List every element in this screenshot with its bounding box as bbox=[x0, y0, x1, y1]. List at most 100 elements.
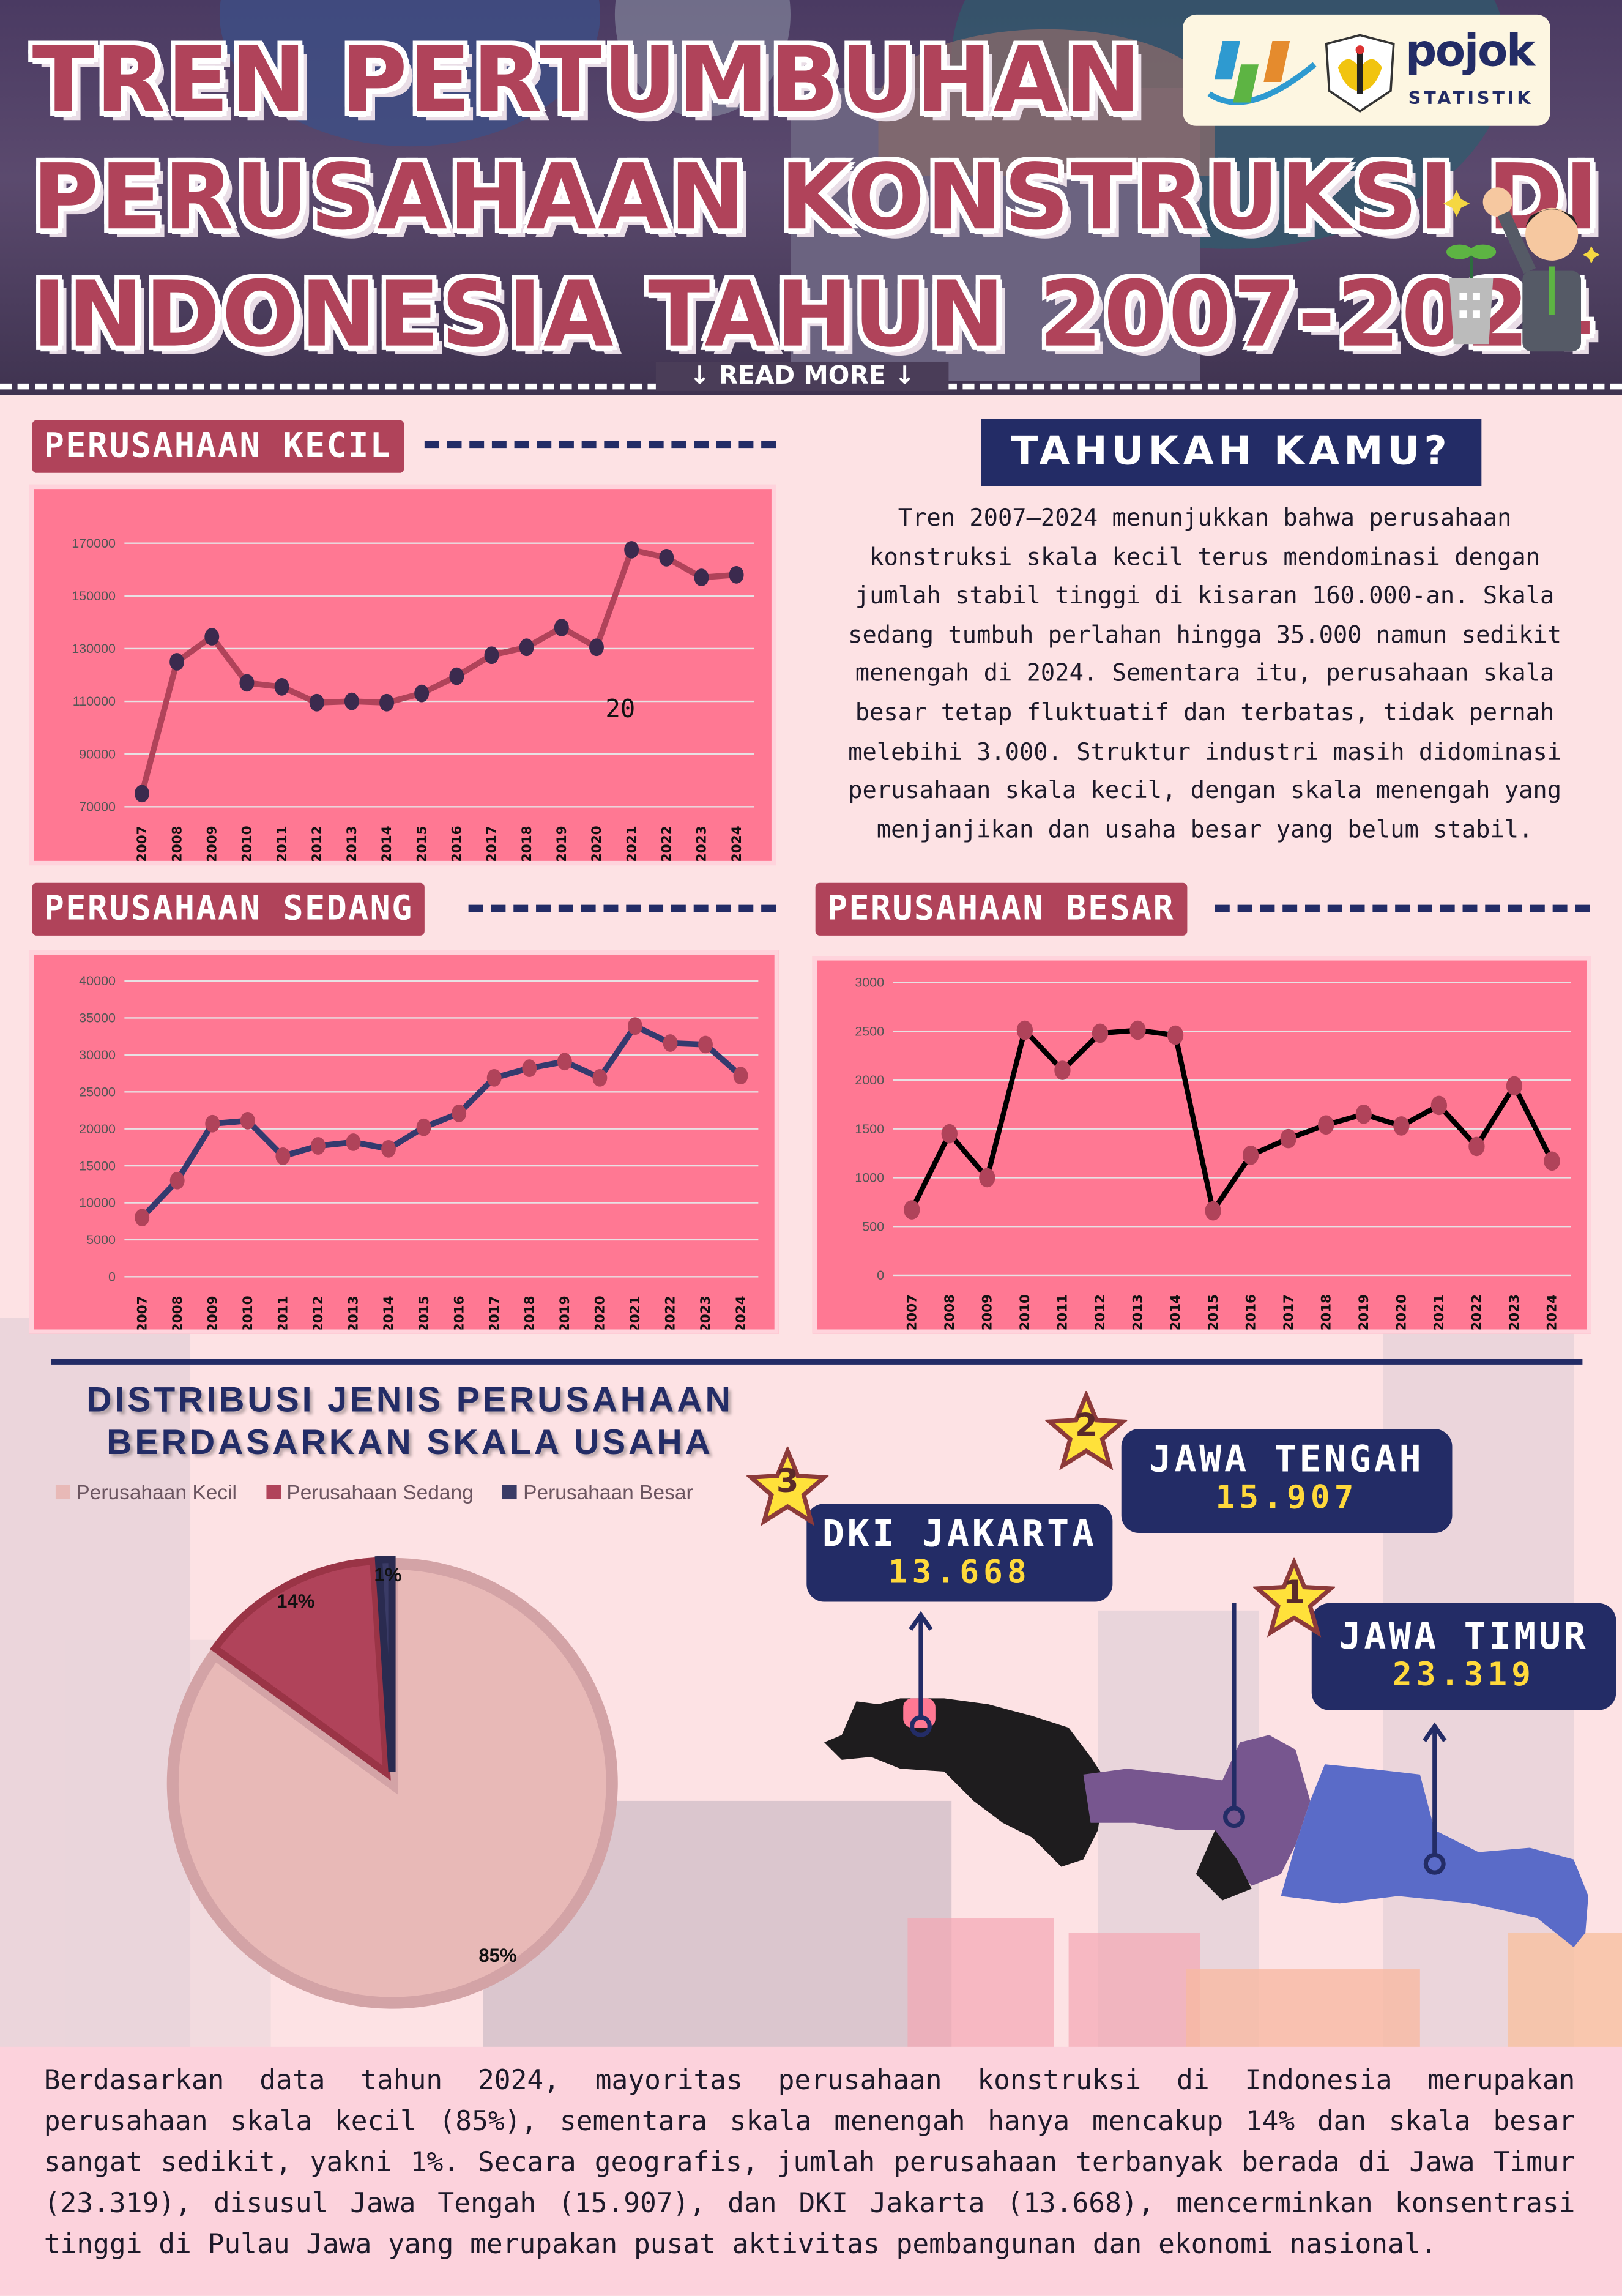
y-tick-label: 150000 bbox=[72, 589, 116, 603]
y-tick-label: 40000 bbox=[79, 974, 116, 988]
data-point-2020 bbox=[1393, 1116, 1410, 1136]
y-tick-label: 170000 bbox=[72, 536, 116, 551]
y-tick-label: 30000 bbox=[79, 1048, 116, 1062]
data-point-2011 bbox=[275, 1147, 291, 1165]
data-point-2007 bbox=[904, 1200, 920, 1220]
x-tick-label: 2007 bbox=[904, 1294, 920, 1329]
province-name: JAWA TENGAH bbox=[1149, 1437, 1424, 1480]
data-point-2008 bbox=[169, 1171, 185, 1190]
x-tick-label: 2020 bbox=[593, 1295, 608, 1329]
x-tick-label: 2016 bbox=[452, 1295, 467, 1329]
data-point-2013 bbox=[1129, 1020, 1146, 1040]
x-tick-label: 2022 bbox=[659, 826, 674, 860]
house-illustration bbox=[1186, 1969, 1420, 2050]
data-point-2014 bbox=[381, 1139, 396, 1158]
x-tick-label: 2011 bbox=[1055, 1294, 1071, 1329]
data-point-2015 bbox=[416, 1118, 431, 1136]
series-line bbox=[139, 546, 737, 795]
data-point-2015 bbox=[1205, 1201, 1221, 1221]
data-point-2016 bbox=[1242, 1145, 1259, 1165]
province-name: DKI JAKARTA bbox=[822, 1512, 1097, 1555]
x-tick-label: 2015 bbox=[1206, 1294, 1221, 1329]
page-title-line-3: INDONESIA TAHUN 2007-2024 bbox=[32, 260, 1596, 368]
data-point-2017 bbox=[486, 1068, 502, 1087]
read-more-link[interactable]: ↓ READ MORE ↓ bbox=[655, 361, 949, 391]
pie-title-line-1: DISTRIBUSI JENIS PERUSAHAAN bbox=[86, 1381, 734, 1420]
x-tick-label: 2010 bbox=[240, 826, 255, 860]
map-region-yogyakarta bbox=[1196, 1830, 1252, 1901]
y-tick-label: 1500 bbox=[855, 1122, 884, 1136]
data-point-2021 bbox=[627, 1017, 642, 1035]
data-point-2010 bbox=[239, 674, 255, 692]
data-point-2021 bbox=[1430, 1095, 1448, 1116]
x-tick-label: 2017 bbox=[485, 826, 500, 860]
data-point-2014 bbox=[1167, 1025, 1184, 1045]
legend-swatch bbox=[502, 1485, 518, 1500]
x-tick-label: 2009 bbox=[980, 1294, 995, 1329]
data-point-2009 bbox=[979, 1168, 995, 1188]
x-tick-label: 2019 bbox=[557, 1295, 573, 1329]
province-card-jawa-timur: JAWA TIMUR 23.319 bbox=[1311, 1603, 1616, 1710]
pie-data-label: 85% bbox=[478, 1945, 516, 1966]
x-tick-label: 2017 bbox=[1281, 1294, 1296, 1329]
data-point-2016 bbox=[452, 1104, 467, 1122]
x-tick-label: 2007 bbox=[135, 826, 150, 860]
house-illustration bbox=[1508, 1933, 1622, 2050]
x-tick-label: 2015 bbox=[417, 1295, 432, 1329]
x-tick-label: 2012 bbox=[1093, 1294, 1108, 1329]
data-point-2013 bbox=[346, 1133, 361, 1151]
data-point-2021 bbox=[624, 541, 639, 559]
x-tick-label: 2018 bbox=[522, 1295, 537, 1329]
data-point-2024 bbox=[1544, 1151, 1560, 1171]
y-tick-label: 0 bbox=[877, 1268, 884, 1283]
x-tick-label: 2016 bbox=[1243, 1294, 1259, 1329]
data-point-2020 bbox=[589, 638, 604, 657]
y-tick-label: 70000 bbox=[79, 800, 116, 814]
series-line bbox=[909, 1027, 1555, 1213]
y-tick-label: 90000 bbox=[79, 747, 116, 761]
x-tick-label: 2014 bbox=[381, 1295, 396, 1329]
y-tick-label: 2000 bbox=[855, 1073, 884, 1087]
section-label-kecil: PERUSAHAAN KECIL bbox=[32, 420, 404, 473]
x-tick-label: 2009 bbox=[205, 1295, 220, 1329]
data-point-2008 bbox=[169, 653, 185, 671]
data-point-2011 bbox=[274, 678, 289, 696]
x-tick-label: 2016 bbox=[450, 826, 465, 860]
page-title-line-2: PERUSAHAAN KONSTRUKSI DI bbox=[32, 143, 1600, 251]
data-point-2007 bbox=[134, 785, 149, 803]
x-tick-label: 2017 bbox=[487, 1295, 502, 1329]
data-point-2016 bbox=[449, 667, 464, 685]
chart-perusahaan-sedang: 0 5000 10000 15000 20000 25000 30000 35000 40000… bbox=[29, 950, 779, 1334]
x-tick-label: 2009 bbox=[204, 826, 220, 860]
data-point-2018 bbox=[522, 1059, 537, 1077]
data-point-2008 bbox=[941, 1124, 958, 1144]
legend-label: Perusahaan Sedang bbox=[286, 1480, 474, 1504]
x-tick-label: 2023 bbox=[694, 826, 710, 860]
dashed-divider bbox=[424, 441, 776, 449]
province-name: JAWA TIMUR bbox=[1339, 1615, 1589, 1658]
x-tick-label: 2021 bbox=[1432, 1294, 1447, 1329]
chart-perusahaan-kecil: 70000 90000 110000 130000 150000 170000 2007 20… bbox=[29, 484, 776, 866]
legend-label: Perusahaan Besar bbox=[523, 1480, 693, 1504]
x-tick-label: 2013 bbox=[1131, 1294, 1146, 1329]
logo-bar: pojok STATISTIK bbox=[1183, 14, 1550, 126]
y-tick-label: 3000 bbox=[855, 975, 884, 990]
data-point-2019 bbox=[554, 619, 569, 636]
line-chart-svg: 0 500 1000 1500 2000 2500 3000 2007 2008 2009 2010… bbox=[855, 975, 1571, 1329]
x-tick-label: 2024 bbox=[1545, 1294, 1560, 1329]
legend-item-kecil: Perusahaan Kecil bbox=[55, 1480, 237, 1504]
x-tick-label: 2020 bbox=[1394, 1294, 1409, 1329]
legend-item-sedang: Perusahaan Sedang bbox=[266, 1480, 474, 1504]
y-tick-label: 500 bbox=[862, 1219, 884, 1234]
x-tick-label: 2011 bbox=[275, 826, 290, 860]
data-point-2024 bbox=[729, 565, 744, 584]
x-tick-label: 2012 bbox=[310, 826, 325, 860]
x-tick-label: 2008 bbox=[942, 1294, 958, 1329]
section-label-besar: PERUSAHAAN BESAR bbox=[815, 882, 1187, 936]
line-chart-svg: 70000 90000 110000 130000 150000 170000 2007 20… bbox=[72, 536, 754, 861]
data-point-2010 bbox=[240, 1112, 255, 1130]
x-tick-label: 2024 bbox=[734, 1295, 749, 1329]
data-point-2022 bbox=[663, 1034, 678, 1052]
province-value: 13.668 bbox=[888, 1554, 1031, 1592]
data-point-2013 bbox=[344, 692, 359, 710]
